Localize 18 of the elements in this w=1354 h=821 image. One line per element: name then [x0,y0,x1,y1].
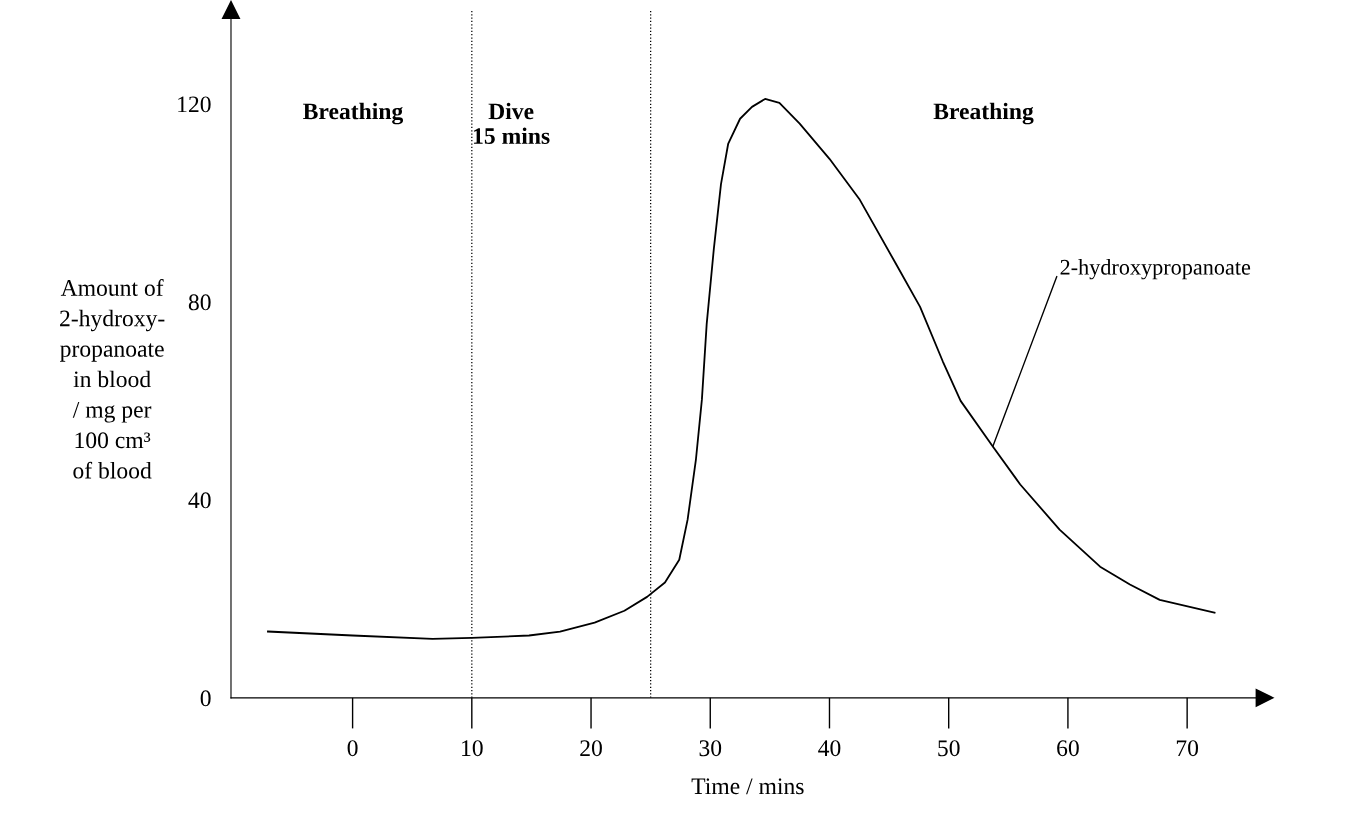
y-axis-title: Amount of 2-hydroxy- propanoate in blood / mg per 100 cm³ of blood [60,279,165,479]
annotation: Breathing [303,102,404,125]
x-axis-title: Time / mins [691,778,804,795]
annotation: Breathing [933,102,1034,125]
x-tick-label: 70 [1176,740,1199,757]
x-tick-label: 10 [462,740,483,757]
x-tick-label: 50 [938,740,960,757]
x-tick-label: 40 [818,740,841,757]
x-tick-label: 60 [1057,740,1079,757]
x-tick-label: 20 [580,740,602,757]
y-tick-label: 40 [188,492,211,509]
x-tick-label: 0 [347,740,358,757]
text: 2-hydroxypropanoate [1060,259,1251,280]
x-tick-label: 30 [699,740,722,757]
annotation: Dive 15 mins [473,102,550,145]
y-tick-label: 120 [178,96,211,113]
y-tick-label: 80 [188,294,211,311]
y-tick-label: 0 [200,690,211,707]
